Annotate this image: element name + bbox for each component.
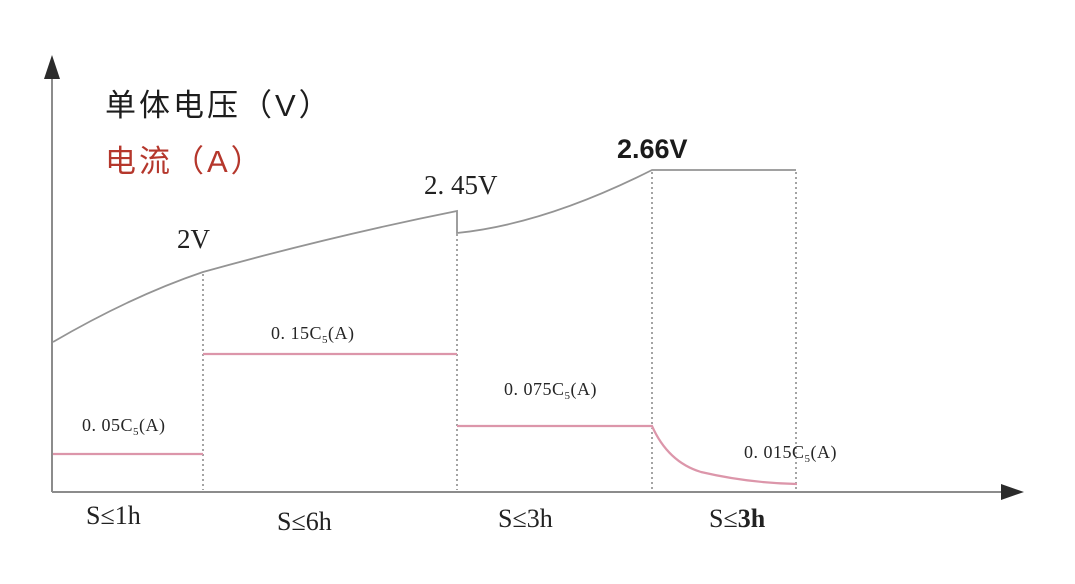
current-annotation-subscript: 5	[564, 390, 571, 402]
current-annotation-subscript: 5	[133, 426, 140, 438]
legend-current-label: 电流（A）	[105, 144, 265, 179]
current-annotation-subscript: 5	[804, 453, 811, 465]
current-annotation-unit: (A)	[810, 442, 838, 462]
x-label-prefix: S≤	[498, 504, 527, 533]
voltage-annotation-2-66v: 2.66V	[617, 134, 688, 164]
current-annotation-text: 0. 05C	[82, 415, 134, 435]
current-curve	[53, 352, 798, 486]
current-annotation-text: 0. 075C	[504, 379, 565, 399]
current-annotation-stage2: 0. 15C5(A)	[271, 323, 355, 346]
x-axis-arrow-icon	[1001, 484, 1024, 500]
current-annotation-stage3: 0. 075C5(A)	[504, 379, 597, 402]
x-axis-label-stage1: S≤1h	[86, 501, 141, 531]
x-label-prefix: S≤	[86, 501, 115, 530]
x-label-time: 1h	[114, 501, 141, 530]
current-annotation-text: 0. 15C	[271, 323, 323, 343]
current-annotation-text: 0. 015C	[744, 442, 805, 462]
voltage-annotation-2v: 2V	[177, 224, 210, 254]
x-label-time: 6h	[305, 507, 332, 536]
current-annotation-subscript: 5	[322, 334, 329, 346]
voltage-annotation-2-45v: 2. 45V	[424, 170, 498, 200]
voltage-curve	[52, 169, 796, 343]
x-axis-label-stage3: S≤3h	[498, 504, 553, 534]
x-label-prefix: S≤	[709, 504, 738, 533]
x-label-time: 3h	[737, 504, 766, 533]
x-axis-label-stage2: S≤6h	[277, 507, 332, 537]
current-annotation-stage4: 0. 015C5(A)	[744, 442, 837, 465]
current-annotation-unit: (A)	[328, 323, 355, 343]
current-annotation-unit: (A)	[139, 415, 166, 435]
x-label-prefix: S≤	[277, 507, 306, 536]
legend-voltage-label: 单体电压（V）	[105, 88, 333, 123]
y-axis-arrow-icon	[44, 55, 60, 79]
x-label-time: 3h	[526, 504, 553, 533]
current-annotation-stage1: 0. 05C5(A)	[82, 415, 166, 438]
current-annotation-unit: (A)	[570, 379, 598, 399]
x-axis-label-stage4: S≤3h	[709, 504, 765, 534]
